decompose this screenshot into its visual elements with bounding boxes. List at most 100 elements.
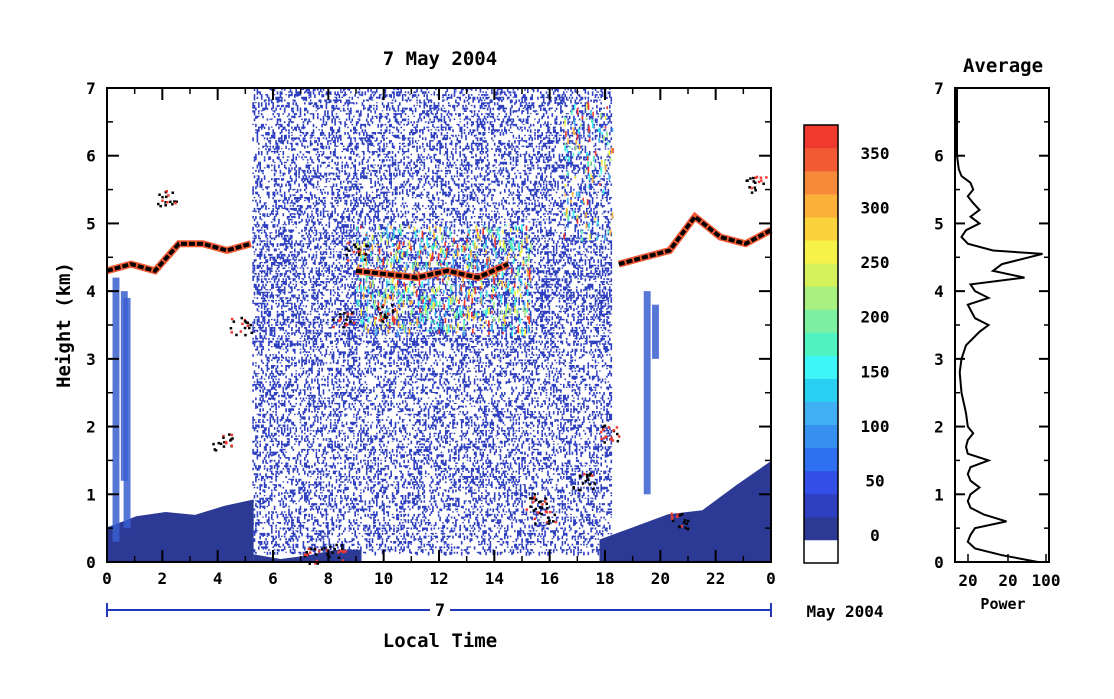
echo-speckle — [392, 294, 394, 301]
echo-speckle — [450, 285, 453, 291]
date-axis-label-bg — [430, 602, 450, 618]
echo-speckle — [415, 289, 418, 297]
echo-speckle — [399, 224, 402, 231]
echo-speckle — [591, 122, 594, 129]
echo-cluster — [748, 186, 751, 189]
echo-cluster — [538, 501, 541, 504]
echo-cluster — [383, 315, 387, 319]
echo-speckle — [438, 316, 441, 321]
echo-speckle — [372, 293, 374, 300]
echo-cluster — [546, 516, 550, 519]
echo-speckle — [587, 161, 589, 167]
echo-speckle — [491, 233, 494, 239]
echo-speckle — [382, 257, 384, 266]
colorbar-cell — [804, 355, 838, 379]
echo-speckle — [528, 268, 531, 276]
echo-speckle — [588, 173, 591, 181]
echo-speckle — [580, 230, 583, 235]
echo-speckle — [423, 291, 426, 294]
echo-speckle — [438, 330, 440, 334]
echo-speckle — [517, 226, 520, 230]
echo-speckle — [427, 329, 430, 333]
echo-speckle — [436, 273, 439, 281]
echo-speckle — [365, 323, 367, 330]
echo-speckle — [474, 265, 477, 270]
echo-speckle — [485, 290, 488, 294]
echo-speckle — [410, 310, 412, 316]
echo-cluster — [545, 502, 548, 506]
echo-cluster — [683, 519, 687, 522]
echo-speckle — [467, 229, 470, 234]
echo-cluster — [213, 448, 216, 451]
echo-speckle — [599, 183, 601, 186]
echo-speckle — [444, 312, 447, 317]
echo-speckle — [586, 152, 588, 158]
boundary-layer-fill — [599, 461, 771, 562]
echo-cluster — [342, 550, 345, 554]
date-axis-month-label: May 2004 — [806, 602, 883, 621]
echo-cluster — [378, 308, 381, 311]
echo-speckle — [472, 328, 474, 334]
echo-speckle — [463, 330, 465, 336]
echo-speckle — [433, 231, 435, 239]
echo-speckle — [396, 314, 398, 320]
echo-cluster — [244, 333, 247, 337]
echo-speckle — [365, 275, 368, 283]
echo-speckle — [588, 133, 590, 137]
average-x-axis-ticks: 20 20 100 — [958, 554, 1060, 590]
echo-speckle — [510, 240, 512, 249]
echo-speckle — [462, 277, 464, 283]
echo-cluster — [348, 249, 351, 252]
echo-speckle — [444, 242, 446, 247]
echo-speckle — [571, 109, 573, 115]
echo-speckle — [428, 226, 431, 230]
colorbar-cell — [804, 263, 838, 287]
echo-speckle — [524, 282, 527, 286]
echo-speckle — [496, 226, 499, 235]
echo-speckle — [380, 234, 382, 243]
y-axis-ticks: 0 1 2 3 4 5 6 7 — [86, 79, 771, 572]
echo-speckle — [574, 176, 576, 179]
echo-cluster — [309, 547, 313, 551]
x-tick-label: 14 — [485, 569, 504, 588]
echo-cluster — [749, 177, 752, 180]
echo-speckle — [477, 313, 479, 316]
echo-speckle — [390, 252, 392, 255]
echo-speckle — [360, 250, 362, 258]
echo-cluster — [616, 439, 620, 443]
echo-speckle — [519, 250, 522, 257]
echo-speckle — [404, 326, 407, 334]
echo-speckle — [604, 159, 606, 167]
echo-cluster — [603, 441, 606, 444]
x-tick-label: 22 — [706, 569, 725, 588]
echo-speckle — [446, 331, 448, 335]
echo-speckle — [396, 292, 398, 297]
echo-speckle — [481, 282, 483, 288]
colorbar-cell — [804, 217, 838, 241]
echo-speckle — [502, 323, 504, 328]
echo-speckle — [403, 252, 405, 255]
echo-speckle — [445, 225, 447, 232]
echo-speckle — [427, 318, 429, 321]
echo-speckle — [400, 293, 403, 302]
echo-speckle — [516, 229, 519, 233]
echo-speckle — [380, 301, 383, 308]
echo-cluster — [173, 200, 176, 203]
echo-cluster — [539, 500, 542, 503]
echo-speckle — [504, 309, 507, 317]
echo-speckle — [381, 322, 384, 326]
echo-speckle — [573, 119, 576, 126]
echo-cluster — [230, 438, 233, 441]
average-profile-panel: Average 0 1 2 3 4 5 6 7 20 20 100 Power — [934, 55, 1060, 613]
echo-speckle — [521, 327, 524, 336]
echo-speckle — [430, 328, 432, 332]
echo-cluster — [687, 527, 690, 530]
avg-x-tick-label: 20 — [998, 571, 1017, 590]
echo-cluster — [328, 555, 331, 558]
echo-cluster — [333, 547, 336, 551]
echo-speckle — [522, 306, 525, 312]
echo-cluster — [332, 325, 335, 329]
colorbar-tick-label: 300 — [861, 199, 890, 218]
echo-cluster — [539, 506, 542, 509]
echo-speckle — [377, 301, 380, 307]
